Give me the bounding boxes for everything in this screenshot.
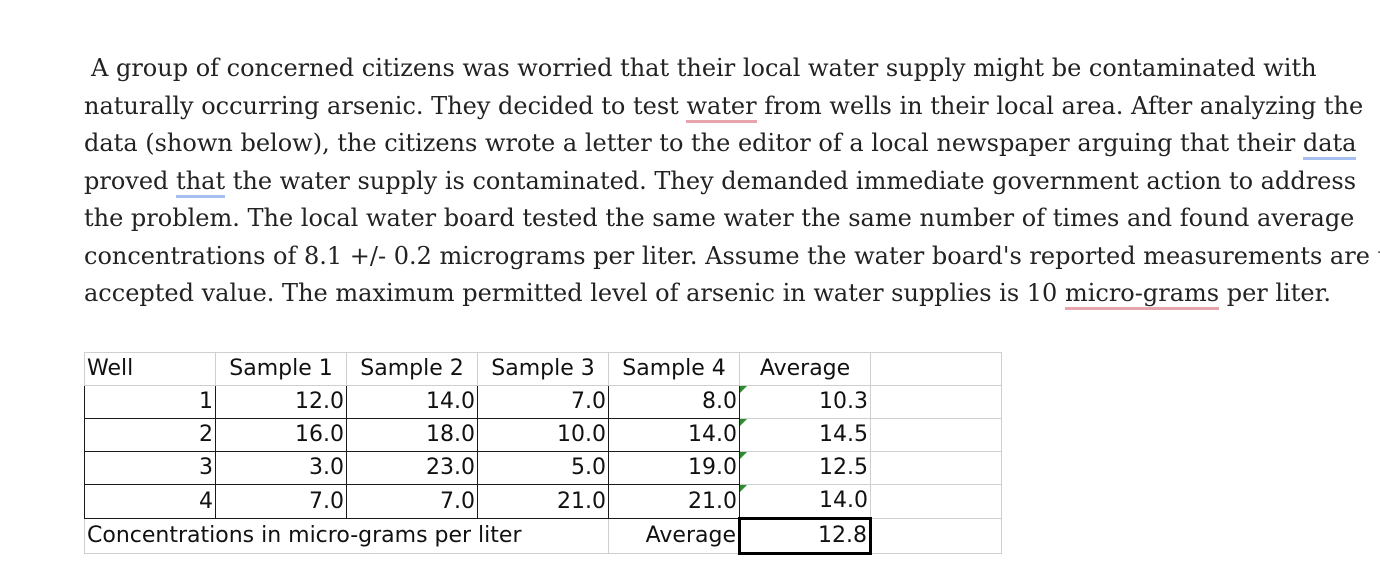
empty-cell[interactable] (870, 484, 1002, 519)
text-span: proved (84, 166, 177, 195)
header-row: Well Sample 1 Sample 2 Sample 3 Sample 4… (84, 352, 1002, 386)
text-span: accepted value. The maximum permitted le… (84, 279, 1065, 307)
sample-cell[interactable]: 21.0 (477, 484, 609, 519)
sample-cell[interactable]: 21.0 (608, 484, 740, 519)
well-number-cell[interactable]: 2 (84, 418, 216, 452)
text-span: the problem. The local water board teste… (84, 204, 1355, 232)
well-number-cell[interactable]: 1 (84, 385, 216, 419)
well-number-cell[interactable]: 4 (84, 484, 216, 519)
well-number-cell[interactable]: 3 (84, 451, 216, 485)
paragraph-line-3: data (shown below), the citizens wrote a… (84, 125, 1380, 163)
average-cell[interactable]: 10.3 (739, 385, 871, 419)
empty-cell[interactable] (870, 352, 1002, 386)
spelling-flag-water[interactable]: water (686, 91, 757, 123)
average-cell[interactable]: 12.5 (739, 451, 871, 485)
sample-cell[interactable]: 7.0 (215, 484, 347, 519)
text-span: per liter. (1219, 279, 1332, 307)
problem-paragraph: A group of concerned citizens was worrie… (84, 50, 1380, 313)
paragraph-line-2: naturally occurring arsenic. They decide… (84, 88, 1380, 126)
sample-cell[interactable]: 23.0 (346, 451, 478, 485)
header-cell-sample-1[interactable]: Sample 1 (215, 352, 347, 386)
header-cell-sample-4[interactable]: Sample 4 (608, 352, 740, 386)
paragraph-line-4: proved that the water supply is contamin… (84, 163, 1380, 201)
text-span: data (shown below), the citizens wrote a… (84, 129, 1303, 157)
table-row: 4 7.0 7.0 21.0 21.0 14.0 (84, 484, 1002, 519)
paragraph-line-7: accepted value. The maximum permitted le… (84, 275, 1380, 313)
sample-cell[interactable]: 3.0 (215, 451, 347, 485)
average-cell[interactable]: 14.0 (739, 484, 871, 519)
table-row: 3 3.0 23.0 5.0 19.0 12.5 (84, 451, 1002, 485)
text-span: from wells in their local area. After an… (756, 91, 1364, 120)
text-span: A group of concerned citizens was worrie… (91, 54, 1317, 82)
sample-cell[interactable]: 19.0 (608, 451, 740, 485)
sample-cell[interactable]: 7.0 (477, 385, 609, 419)
overall-average-value[interactable]: 12.8 (738, 517, 872, 555)
footer-row: Concentrations in micro-grams per liter … (84, 517, 1002, 555)
grammar-flag-data[interactable]: data (1302, 129, 1357, 160)
sample-cell[interactable]: 5.0 (477, 451, 609, 485)
empty-cell[interactable] (870, 385, 1002, 419)
header-cell-sample-3[interactable]: Sample 3 (477, 352, 609, 386)
average-cell[interactable]: 14.5 (739, 418, 871, 452)
empty-cell[interactable] (870, 451, 1002, 485)
paragraph-line-5: the problem. The local water board teste… (84, 200, 1380, 238)
sample-cell[interactable]: 7.0 (346, 484, 478, 519)
table-row: 2 16.0 18.0 10.0 14.0 14.5 (84, 418, 1002, 452)
overall-average-label[interactable]: Average (608, 518, 740, 554)
header-cell-well[interactable]: Well (84, 352, 216, 386)
grammar-flag-that[interactable]: that (176, 166, 226, 198)
header-cell-sample-2[interactable]: Sample 2 (346, 352, 478, 386)
sample-cell[interactable]: 16.0 (215, 418, 347, 452)
arsenic-data-table: Well Sample 1 Sample 2 Sample 3 Sample 4… (84, 352, 1002, 555)
table-row: 1 12.0 14.0 7.0 8.0 10.3 (84, 385, 1002, 419)
text-span: concentrations of 8.1 +/- 0.2 micrograms… (84, 241, 1380, 270)
paragraph-line-6: concentrations of 8.1 +/- 0.2 micrograms… (84, 238, 1380, 276)
units-note-cell[interactable]: Concentrations in micro-grams per liter (84, 518, 609, 554)
sample-cell[interactable]: 8.0 (608, 385, 740, 419)
sample-cell[interactable]: 14.0 (346, 385, 478, 419)
text-span: the water supply is contaminated. They d… (225, 166, 1357, 195)
sample-cell[interactable]: 12.0 (215, 385, 347, 419)
spelling-flag-micro-grams[interactable]: micro-grams (1064, 279, 1220, 310)
sample-cell[interactable]: 14.0 (608, 418, 740, 452)
empty-cell[interactable] (870, 418, 1002, 452)
paragraph-line-1: A group of concerned citizens was worrie… (84, 50, 1380, 88)
header-cell-average[interactable]: Average (739, 352, 871, 386)
text-span: naturally occurring arsenic. They decide… (84, 91, 687, 120)
sample-cell[interactable]: 18.0 (346, 418, 478, 452)
empty-cell[interactable] (870, 518, 1002, 554)
sample-cell[interactable]: 10.0 (477, 418, 609, 452)
